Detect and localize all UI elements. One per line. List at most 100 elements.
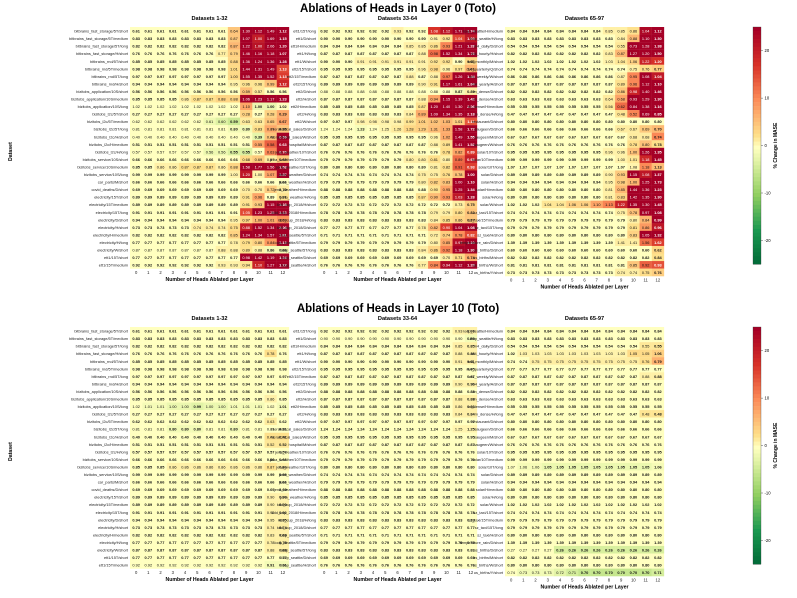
cell-value-label: 0.77 xyxy=(206,255,214,260)
cell-value-label: 0.80 xyxy=(532,419,540,424)
heatmap-cell xyxy=(166,208,180,216)
cell-value-label: 0.86 xyxy=(157,164,165,169)
cell-value-label: 1.36 xyxy=(267,59,275,64)
cell-value-label: 0.79 xyxy=(544,225,552,230)
dataset-row-label: m_dense/D/short xyxy=(473,389,504,394)
heatmap-cell xyxy=(276,155,290,164)
heatmap-cell xyxy=(191,57,204,65)
cell-value-label: 0.86 xyxy=(218,164,226,169)
dataset-row-label: kdd_cup_2018/D/short xyxy=(277,225,317,230)
cell-value-label: 0.74 xyxy=(369,472,377,477)
cell-value-label: 0.90 xyxy=(443,336,451,341)
cell-value-label: 0.79 xyxy=(369,240,377,245)
cell-value-label: 1.39 xyxy=(455,97,463,102)
cell-value-label: 0.90 xyxy=(333,336,341,341)
cell-value-label: 0.82 xyxy=(443,164,451,169)
cell-value-label: 0.74 xyxy=(357,172,365,177)
cell-value-label: 0.89 xyxy=(230,495,238,500)
heatmap-cell xyxy=(366,94,380,103)
cell-value-label: 0.87 xyxy=(381,51,389,56)
cell-value-label: 0.79 xyxy=(406,180,414,185)
dataset-row-label: jena_weather/10T/medium xyxy=(269,157,316,162)
cell-value-label: 0.89 xyxy=(169,502,177,507)
heatmap-cell xyxy=(154,72,167,80)
heatmap-cell xyxy=(142,125,155,133)
cell-value-label: 0.88 xyxy=(418,487,426,492)
cell-value-label: 1.00 xyxy=(455,180,463,185)
cell-value-label: 0.83 xyxy=(333,548,341,553)
cell-value-label: 0.94 xyxy=(181,517,189,522)
cell-value-label: 0.99 xyxy=(544,157,552,162)
heatmap-cell xyxy=(330,49,343,58)
cell-value-label: 0.94 xyxy=(157,217,165,222)
cell-value-label: 0.56 xyxy=(157,389,165,394)
cell-value-label: 1.24 xyxy=(333,427,341,432)
heatmap-cell xyxy=(154,215,167,224)
cell-value-label: 0.66 xyxy=(145,457,153,462)
cell-value-label: 1.03 xyxy=(593,351,601,356)
cell-value-label: 0.55 xyxy=(242,149,250,154)
cell-value-label: 0.85 xyxy=(333,195,341,200)
cell-value-label: 0.95 xyxy=(654,449,662,454)
cell-value-label: 1.39 xyxy=(532,240,540,245)
cell-value-label: 0.88 xyxy=(320,187,328,192)
cell-value-label: 1.24 xyxy=(345,127,353,132)
cell-value-label: 1.03 xyxy=(581,351,589,356)
heatmap-cell xyxy=(130,125,143,133)
cell-value-label: 0.77 xyxy=(568,366,576,371)
heatmap-cell xyxy=(215,49,228,58)
cell-value-label: 0.71 xyxy=(443,532,451,537)
x-axis-label: Number of Heads Ablated per Layer xyxy=(165,577,253,583)
cell-value-label: 0.82 xyxy=(193,532,201,537)
heatmap-cell xyxy=(203,102,216,111)
cell-value-label: 0.82 xyxy=(605,389,613,394)
cell-value-label: 0.83 xyxy=(381,217,389,222)
cell-value-label: 0.89 xyxy=(467,149,475,154)
cell-value-label: 1.02 xyxy=(132,104,140,109)
cell-value-label: 0.95 xyxy=(320,134,328,139)
x-tick-label: 4 xyxy=(559,278,562,283)
cell-value-label: 0.77 xyxy=(169,540,177,545)
cell-value-label: 0.67 xyxy=(630,127,638,132)
dataset-row-label: kdd_cup_2018/H/long xyxy=(278,217,316,222)
heatmap-cell xyxy=(154,147,167,156)
heatmap-cell xyxy=(264,117,277,126)
cell-value-label: 0.87 xyxy=(157,248,165,253)
cell-value-label: 1.26 xyxy=(642,149,650,154)
cell-value-label: 0.95 xyxy=(394,434,402,439)
dataset-row-label: ett2/15T/medium xyxy=(287,374,316,379)
cell-value-label: 0.54 xyxy=(532,344,540,349)
dataset-row-label: m4_hourly/H/short xyxy=(471,351,504,356)
cell-value-label: 0.76 xyxy=(654,270,662,275)
cell-value-label: 0.80 xyxy=(617,232,625,237)
cell-value-label: 0.89 xyxy=(218,202,226,207)
cell-value-label: 0.73 xyxy=(255,525,263,530)
cell-value-label: 0.76 xyxy=(357,449,365,454)
cell-value-label: 0.91 xyxy=(242,510,250,515)
cell-value-label: 0.74 xyxy=(206,225,214,230)
cell-value-label: 0.95 xyxy=(369,66,377,71)
cell-value-label: 0.98 xyxy=(242,255,250,260)
cell-value-label: 0.85 xyxy=(193,359,201,364)
cell-value-label: 0.76 xyxy=(381,563,389,568)
colorbar-segment xyxy=(753,30,761,36)
cell-value-label: 0.63 xyxy=(242,119,250,124)
cell-value-label: 0.40 xyxy=(230,434,238,439)
dataset-row-label: bitbrains_fast_storage/5T/medium xyxy=(69,36,128,41)
heatmap-cell xyxy=(240,200,253,209)
cell-value-label: 0.97 xyxy=(345,419,353,424)
cell-value-label: 0.77 xyxy=(381,525,389,530)
cell-value-label: 0.66 xyxy=(581,127,589,132)
cell-value-label: 0.89 xyxy=(556,172,564,177)
heatmap-cell xyxy=(379,57,392,65)
cell-value-label: 0.82 xyxy=(242,532,250,537)
cell-value-label: 0.91 xyxy=(230,210,238,215)
cell-value-label: 1.02 xyxy=(279,104,287,109)
heatmap-cell xyxy=(276,94,290,103)
cell-value-label: 0.88 xyxy=(333,389,341,394)
cell-value-label: 0.87 xyxy=(193,248,201,253)
cell-value-label: 0.90 xyxy=(369,359,377,364)
cell-value-label: 0.78 xyxy=(267,540,275,545)
cell-value-label: 0.84 xyxy=(345,44,353,49)
colorbar-segment xyxy=(753,189,761,194)
